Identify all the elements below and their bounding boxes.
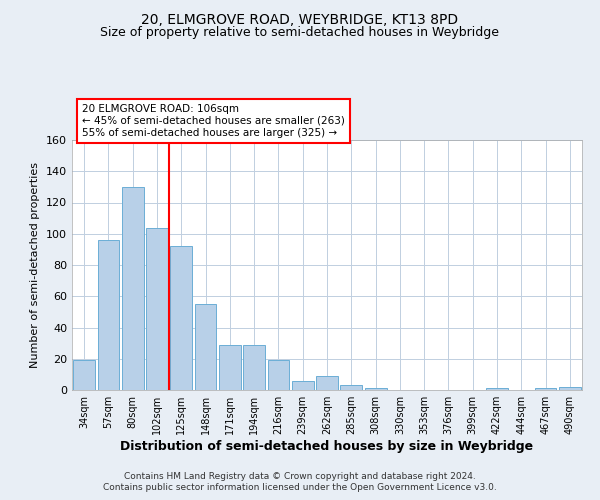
X-axis label: Distribution of semi-detached houses by size in Weybridge: Distribution of semi-detached houses by … (121, 440, 533, 453)
Bar (316, 376, 338, 390)
Bar (340, 386, 362, 390)
Y-axis label: Number of semi-detached properties: Number of semi-detached properties (31, 162, 40, 368)
Bar (146, 228, 168, 390)
Bar (268, 360, 289, 390)
Bar (219, 344, 241, 390)
Text: 20, ELMGROVE ROAD, WEYBRIDGE, KT13 8PD: 20, ELMGROVE ROAD, WEYBRIDGE, KT13 8PD (142, 12, 458, 26)
Text: Size of property relative to semi-detached houses in Weybridge: Size of property relative to semi-detach… (101, 26, 499, 39)
Bar (535, 388, 556, 390)
Text: Contains public sector information licensed under the Open Government Licence v3: Contains public sector information licen… (103, 484, 497, 492)
Bar (97, 240, 119, 390)
Bar (122, 187, 143, 390)
Bar (73, 360, 95, 390)
Text: 20 ELMGROVE ROAD: 106sqm
← 45% of semi-detached houses are smaller (263)
55% of : 20 ELMGROVE ROAD: 106sqm ← 45% of semi-d… (82, 104, 345, 138)
Bar (292, 380, 314, 390)
Bar (559, 387, 581, 390)
Bar (486, 388, 508, 390)
Bar (194, 304, 217, 390)
Bar (170, 246, 192, 390)
Text: Contains HM Land Registry data © Crown copyright and database right 2024.: Contains HM Land Registry data © Crown c… (124, 472, 476, 481)
Bar (365, 388, 386, 390)
Bar (243, 344, 265, 390)
